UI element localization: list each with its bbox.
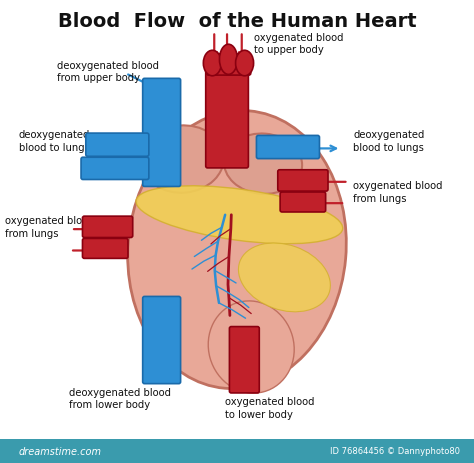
FancyBboxPatch shape	[143, 79, 181, 187]
Text: ID 76864456 © Dannyphoto80: ID 76864456 © Dannyphoto80	[330, 446, 460, 456]
Ellipse shape	[141, 126, 224, 194]
FancyBboxPatch shape	[256, 136, 319, 159]
FancyBboxPatch shape	[229, 327, 259, 393]
Ellipse shape	[219, 45, 237, 75]
Text: deoxygenated
blood to lungs: deoxygenated blood to lungs	[353, 130, 425, 153]
FancyBboxPatch shape	[82, 239, 128, 259]
Text: deoxygenated blood
from upper body: deoxygenated blood from upper body	[57, 60, 159, 83]
Ellipse shape	[136, 187, 343, 244]
FancyBboxPatch shape	[143, 297, 181, 384]
Ellipse shape	[224, 134, 302, 194]
Text: oxygenated blood
to upper body: oxygenated blood to upper body	[254, 32, 343, 56]
FancyBboxPatch shape	[206, 68, 248, 169]
Ellipse shape	[208, 301, 294, 393]
FancyBboxPatch shape	[82, 217, 133, 238]
Text: dreamstime.com: dreamstime.com	[19, 446, 102, 456]
Text: oxygenated blood
from lungs: oxygenated blood from lungs	[353, 181, 443, 204]
Ellipse shape	[203, 51, 221, 76]
Ellipse shape	[238, 244, 330, 312]
FancyBboxPatch shape	[86, 134, 149, 157]
FancyBboxPatch shape	[81, 158, 149, 180]
FancyBboxPatch shape	[0, 439, 474, 463]
Text: deoxygenated
blood to lungs: deoxygenated blood to lungs	[19, 130, 91, 153]
Text: oxygenated blood
to lower body: oxygenated blood to lower body	[225, 396, 315, 419]
Text: deoxygenated blood
from lower body: deoxygenated blood from lower body	[69, 387, 171, 410]
Text: oxygenated blood
from lungs: oxygenated blood from lungs	[5, 215, 94, 238]
Ellipse shape	[128, 111, 346, 389]
Text: Blood  Flow  of the Human Heart: Blood Flow of the Human Heart	[58, 12, 416, 31]
FancyBboxPatch shape	[280, 193, 326, 213]
Ellipse shape	[236, 51, 254, 76]
FancyBboxPatch shape	[278, 170, 328, 192]
FancyBboxPatch shape	[207, 55, 251, 76]
